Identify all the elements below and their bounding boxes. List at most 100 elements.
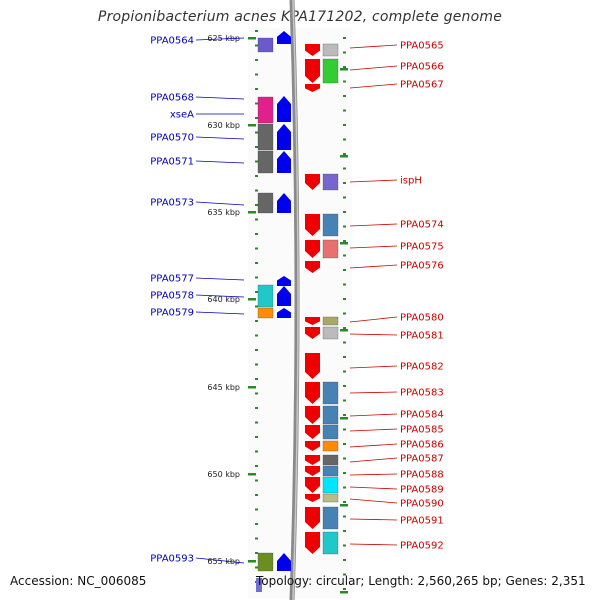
minor-tick-left <box>255 291 258 293</box>
minor-tick-right <box>343 385 346 387</box>
major-tick <box>248 37 256 40</box>
gene-box-left <box>257 96 274 124</box>
leader-line-left <box>195 311 245 315</box>
major-tick-right <box>340 68 348 71</box>
gene-label-right: PPA0585 <box>400 425 444 436</box>
minor-tick-right <box>343 399 346 402</box>
minor-tick-left <box>255 204 258 206</box>
gene-arrow-down <box>305 382 320 404</box>
gene-box-right <box>322 173 339 191</box>
minor-tick-left <box>255 494 258 496</box>
gene-arrow-down <box>305 455 320 465</box>
gene-box-left <box>257 284 274 308</box>
minor-tick-left <box>255 59 258 61</box>
minor-tick-right <box>343 530 346 532</box>
gene-label-right: PPA0592 <box>400 541 444 552</box>
minor-tick-right <box>343 457 346 460</box>
major-tick <box>248 386 256 389</box>
gene-label-left: PPA0573 <box>150 198 194 209</box>
gene-box-right <box>322 381 339 405</box>
gene-box-right <box>322 316 339 326</box>
leader-line-right <box>349 44 398 49</box>
gene-box-right <box>322 239 339 259</box>
minor-tick-right <box>343 153 346 155</box>
gene-arrow-down <box>305 59 320 83</box>
accession-text: Accession: NC_006085 <box>10 574 147 588</box>
gene-arrow-down <box>305 327 320 339</box>
gene-label-right: PPA0580 <box>400 313 444 324</box>
gene-arrow-up <box>277 553 291 571</box>
major-tick-right <box>340 591 348 594</box>
gene-label-left: PPA0578 <box>150 291 194 302</box>
gene-arrow-down <box>305 174 320 190</box>
minor-tick-left <box>255 479 258 482</box>
gene-label-right: PPA0565 <box>400 41 444 52</box>
minor-tick-left <box>255 218 258 221</box>
gene-arrow-down <box>305 84 320 92</box>
minor-tick-left <box>255 160 258 163</box>
leader-line-right <box>349 391 398 394</box>
left-gene-labels: PPA0564 PPA0568 xseA PPA0570 PPA0571 PPA0573 P… <box>150 36 245 565</box>
map-title: Propionibacterium acnes KPA171202, compl… <box>97 9 503 25</box>
gene-box-left <box>257 552 274 572</box>
leader-line-right <box>349 443 398 448</box>
gene-box-right <box>322 43 339 57</box>
gene-box-right <box>322 58 339 84</box>
gene-label-right: PPA0591 <box>400 516 444 527</box>
leader-line-right <box>349 223 398 227</box>
gene-arrow-up <box>277 193 291 213</box>
gene-box-right <box>322 405 339 425</box>
minor-tick-left <box>255 247 258 250</box>
gene-arrow-down <box>305 317 320 325</box>
leader-line-left <box>195 277 245 281</box>
minor-tick-right <box>343 428 346 431</box>
gene-arrow-down <box>305 532 320 554</box>
major-tick <box>248 298 256 301</box>
gene-arrow-down <box>305 507 320 529</box>
gene-arrow-down <box>305 441 320 451</box>
minor-tick-right <box>343 225 346 228</box>
gene-label-left: PPA0568 <box>150 93 194 104</box>
gene-box-right <box>322 454 339 466</box>
gene-label-left: PPA0571 <box>150 157 194 168</box>
minor-tick-right <box>343 240 346 242</box>
gene-arrow-down <box>305 477 320 493</box>
leader-line-right <box>349 365 398 369</box>
minor-tick-right <box>343 443 346 445</box>
gene-arrow-up <box>277 151 291 173</box>
leader-line-left <box>195 201 245 206</box>
minor-tick-left <box>255 117 258 119</box>
minor-tick-right <box>343 559 346 561</box>
minor-tick-left <box>255 465 258 467</box>
gene-label-right: PPA0587 <box>400 454 444 465</box>
gene-arrow-down <box>305 240 320 258</box>
minor-tick-right <box>343 269 346 271</box>
gene-box-left <box>257 37 274 53</box>
minor-tick-right <box>343 356 346 358</box>
major-tick-right <box>340 242 348 245</box>
gene-arrow-down <box>305 353 320 379</box>
minor-tick-right <box>343 472 346 474</box>
gene-box-right <box>322 531 339 555</box>
minor-tick-left <box>255 30 258 32</box>
major-tick-right <box>340 155 348 158</box>
gene-label-left: xseA <box>170 110 194 121</box>
gene-box-right <box>322 476 339 494</box>
minor-tick-left <box>255 392 258 395</box>
gene-label-right: PPA0582 <box>400 362 444 373</box>
gene-box-left <box>257 123 274 151</box>
gene-arrow-down <box>305 494 320 502</box>
genome-line <box>289 0 300 600</box>
gene-arrow-down <box>305 406 320 424</box>
gene-label-right: PPA0586 <box>400 440 444 451</box>
gene-label-right: PPA0581 <box>400 331 444 342</box>
gene-box-right <box>322 424 339 440</box>
leader-line-left <box>195 37 245 41</box>
minor-tick-right <box>343 544 346 547</box>
gene-label-right: PPA0574 <box>400 220 444 231</box>
gene-arrow-up <box>277 276 291 286</box>
left-strand-track <box>256 31 291 592</box>
right-strand-track <box>305 43 339 555</box>
major-tick <box>248 211 256 214</box>
